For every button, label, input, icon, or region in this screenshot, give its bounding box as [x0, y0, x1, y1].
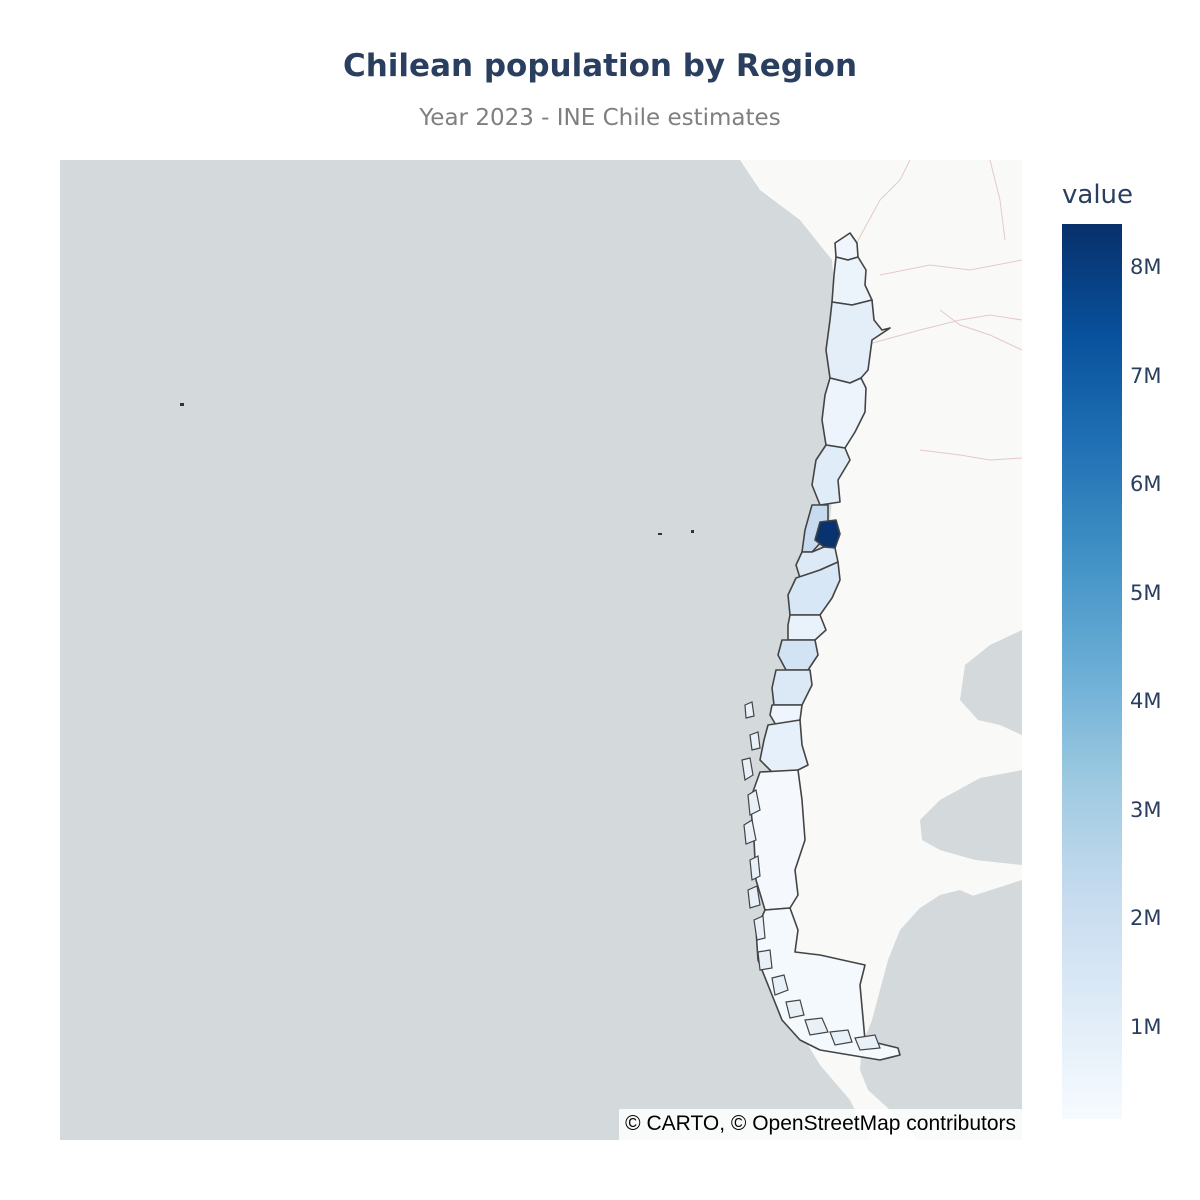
map-canvas[interactable] [60, 160, 1022, 1140]
region-coquimbo[interactable] [811, 444, 851, 506]
chile-regions [749, 232, 901, 1061]
bay-san-matias [960, 630, 1022, 735]
region-antofagasta[interactable] [825, 299, 891, 384]
archipelago [741, 701, 881, 1051]
colorbar-tick-label: 4M [1130, 689, 1162, 714]
map-attribution[interactable]: © CARTO, © OpenStreetMap contributors [619, 1109, 1022, 1140]
colorbar-tick-label: 7M [1130, 363, 1162, 388]
region-magallanes[interactable] [755, 907, 901, 1061]
colorbar-tick-label: 8M [1130, 255, 1162, 280]
bay-grande [900, 880, 1022, 975]
colorbar-tick-label: 2M [1130, 906, 1162, 931]
colorbar-tick-label: 1M [1130, 1014, 1162, 1039]
island-juan-fernandez-a [658, 533, 662, 535]
island-juan-fernandez-b [691, 530, 694, 533]
land-south-america [740, 160, 1022, 1140]
map-area[interactable]: © CARTO, © OpenStreetMap contributors [60, 160, 1022, 1140]
region-tarapaca[interactable] [831, 256, 873, 306]
chart-title: Chilean population by Region [342, 48, 858, 84]
colorbar-tick-label: 5M [1130, 580, 1162, 605]
country-borders [849, 160, 1022, 461]
region-los-lagos[interactable] [759, 719, 809, 773]
colorbar-tick-label: 6M [1130, 472, 1162, 497]
colorbar-tick-label: 3M [1130, 797, 1162, 822]
region-nuble[interactable] [787, 614, 827, 641]
region-aysen[interactable] [749, 769, 806, 911]
colorbar-title: value [1062, 180, 1134, 210]
region-atacama[interactable] [821, 377, 867, 449]
bay-san-jorge [920, 770, 1022, 865]
chart-subtitle: Year 2023 - INE Chile estimates [419, 105, 781, 131]
colorbar [1062, 224, 1122, 1119]
region-metropolitana[interactable] [814, 519, 841, 549]
region-maule[interactable] [787, 561, 841, 616]
island-robinson-crusoe-left [180, 403, 184, 406]
